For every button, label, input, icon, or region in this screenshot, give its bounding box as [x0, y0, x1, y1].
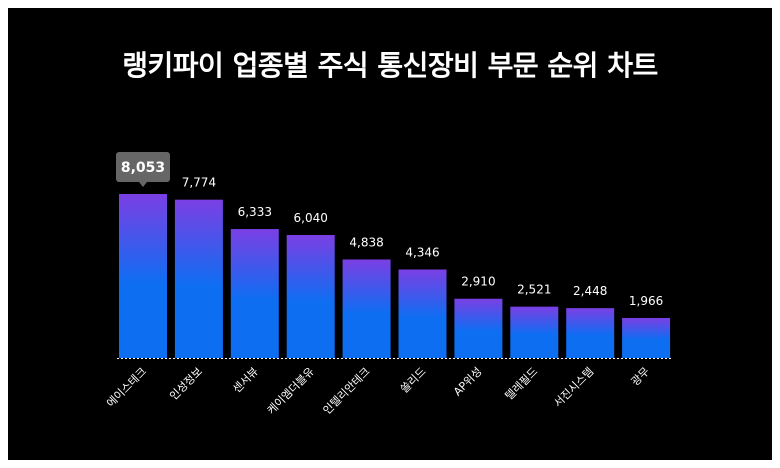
chart-title: 랭키파이 업종별 주식 통신장비 부문 순위 차트: [122, 49, 658, 82]
x-tick-label: 인텔리안테크: [321, 365, 373, 417]
value-label: 6,040: [294, 211, 328, 225]
x-tick-label: AP위성: [451, 365, 485, 399]
bar-인텔리안테크[interactable]: [342, 259, 391, 358]
x-tick-label: 쏠리드: [398, 365, 429, 396]
bar-광무[interactable]: [622, 317, 671, 358]
value-label: 2,521: [517, 283, 551, 297]
tooltip-box: [116, 152, 170, 182]
tooltip-arrow: [139, 182, 147, 187]
value-label: 4,346: [405, 245, 439, 259]
value-label: 1,966: [629, 294, 663, 308]
value-label: 2,448: [573, 284, 607, 298]
x-tick-label: 광무: [629, 365, 653, 389]
x-tick-label: 인성정보: [167, 365, 205, 403]
x-tick-label: 서진시스템: [551, 365, 596, 410]
x-tick-label: 케이엠더블유: [265, 365, 317, 417]
value-label: 2,910: [461, 275, 495, 289]
bar-서진시스템[interactable]: [566, 308, 615, 358]
x-tick-label: 텔레필드: [503, 365, 541, 403]
bar-텔레필드[interactable]: [510, 306, 559, 358]
bar-인성정보[interactable]: [174, 199, 223, 358]
bar-에이스테크[interactable]: [119, 194, 167, 358]
bar-케이엠더블유[interactable]: [286, 234, 335, 358]
value-label: 4,838: [349, 235, 383, 249]
value-label: 6,333: [238, 205, 272, 219]
value-label: 7,774: [182, 176, 216, 190]
bar-센서뷰[interactable]: [230, 229, 279, 358]
x-tick-label: 에이스테크: [104, 365, 149, 410]
value-label-highlight: 8,053: [121, 160, 165, 176]
bar-쏠리드[interactable]: [398, 269, 447, 358]
bar-AP위성[interactable]: [454, 298, 503, 358]
x-tick-label: 센서뷰: [230, 365, 261, 396]
